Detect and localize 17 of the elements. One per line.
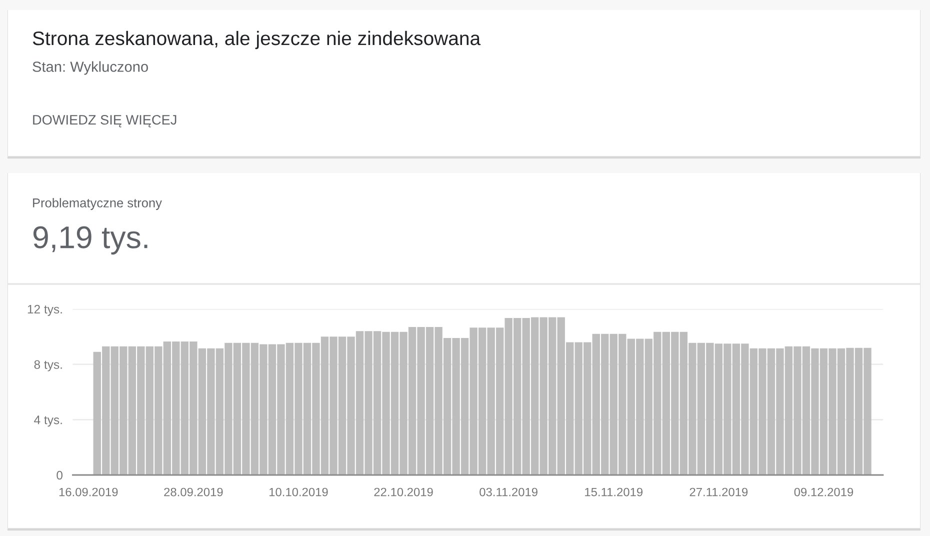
text: 9,19 tys. xyxy=(33,226,148,255)
x-tick-label: 22.10.2019 xyxy=(374,488,433,496)
x-tick-label: 27.11.2019 xyxy=(690,488,748,496)
text: DOWIEDZ SIĘ WIĘCEJ xyxy=(33,115,176,128)
x-tick-label: 16.09.2019 xyxy=(59,488,118,496)
x-tick-label: 09.12.2019 xyxy=(794,488,854,496)
chart-subtitle: Stan: Wykluczono xyxy=(32,61,148,75)
y-tick-label: 8 tys. xyxy=(34,360,62,372)
x-tick-label: 10.10.2019 xyxy=(270,488,328,496)
x-tick-label: 03.11.2019 xyxy=(480,488,538,496)
chart-title: Strona zeskanowana, ale jeszcze nie zindeksowana xyxy=(32,30,481,50)
x-tick-label: 15.11.2019 xyxy=(585,488,643,496)
y-tick-label: 12 tys. xyxy=(28,304,62,316)
x-tick-label: 28.09.2019 xyxy=(164,488,223,496)
y-tick-label: 4 tys. xyxy=(34,416,62,427)
y-tick-label: 0 xyxy=(56,470,62,480)
text: Problematyczne strony xyxy=(33,198,162,210)
